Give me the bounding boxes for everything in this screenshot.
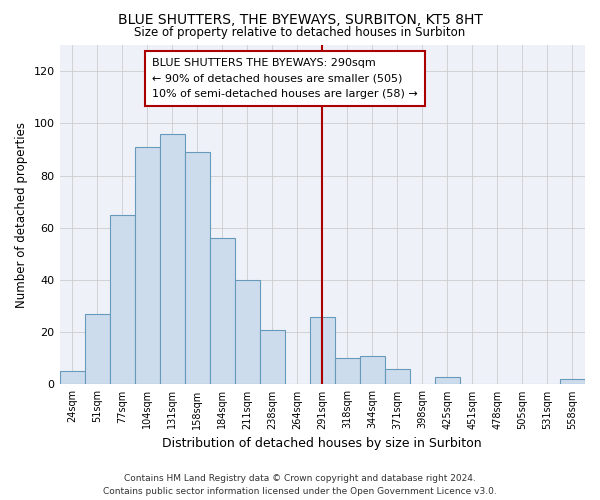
Bar bbox=[335, 358, 360, 384]
Bar bbox=[385, 369, 410, 384]
Bar bbox=[310, 316, 335, 384]
Bar bbox=[209, 238, 235, 384]
Text: BLUE SHUTTERS, THE BYEWAYS, SURBITON, KT5 8HT: BLUE SHUTTERS, THE BYEWAYS, SURBITON, KT… bbox=[118, 12, 482, 26]
Text: Size of property relative to detached houses in Surbiton: Size of property relative to detached ho… bbox=[134, 26, 466, 39]
Bar bbox=[185, 152, 209, 384]
Bar bbox=[59, 372, 85, 384]
Text: BLUE SHUTTERS THE BYEWAYS: 290sqm
← 90% of detached houses are smaller (505)
10%: BLUE SHUTTERS THE BYEWAYS: 290sqm ← 90% … bbox=[152, 58, 418, 100]
Bar bbox=[110, 214, 134, 384]
Bar bbox=[160, 134, 185, 384]
X-axis label: Distribution of detached houses by size in Surbiton: Distribution of detached houses by size … bbox=[163, 437, 482, 450]
Bar bbox=[435, 376, 460, 384]
Bar bbox=[134, 147, 160, 384]
Text: Contains HM Land Registry data © Crown copyright and database right 2024.
Contai: Contains HM Land Registry data © Crown c… bbox=[103, 474, 497, 496]
Bar bbox=[360, 356, 385, 384]
Bar bbox=[560, 379, 585, 384]
Bar bbox=[85, 314, 110, 384]
Bar bbox=[235, 280, 260, 384]
Bar bbox=[260, 330, 285, 384]
Y-axis label: Number of detached properties: Number of detached properties bbox=[15, 122, 28, 308]
